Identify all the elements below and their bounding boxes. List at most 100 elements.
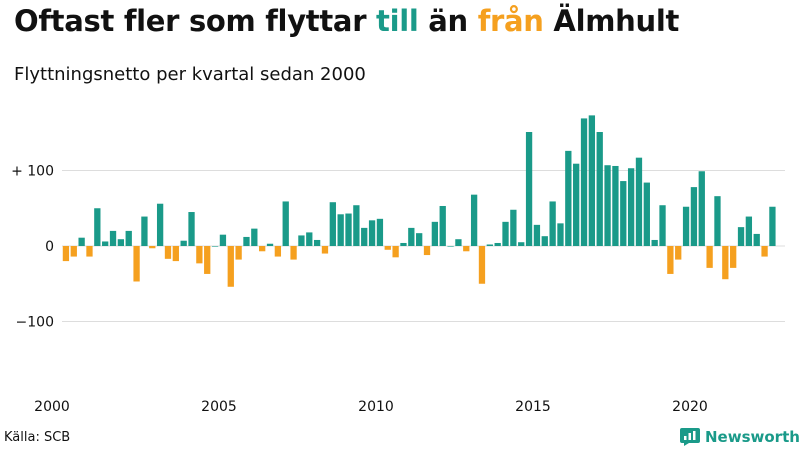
bar	[329, 202, 336, 246]
bar	[478, 246, 486, 284]
x-tick-label: 2005	[201, 399, 237, 415]
title-text-2: än	[418, 4, 478, 38]
bar	[94, 208, 101, 246]
bar	[337, 214, 344, 246]
bar	[235, 246, 242, 260]
chart-title: Oftast fler som flyttar till än från Älm…	[14, 4, 679, 38]
bar	[447, 246, 454, 247]
y-tick-label: + 100	[11, 164, 54, 180]
bar	[486, 244, 493, 246]
bar	[164, 246, 172, 259]
bar	[620, 181, 627, 246]
bar	[682, 206, 690, 246]
bar	[518, 242, 525, 246]
bar	[400, 242, 407, 246]
bar	[627, 168, 635, 246]
bar	[667, 246, 674, 274]
bar	[588, 115, 596, 246]
bar	[227, 246, 234, 287]
bar	[172, 246, 179, 262]
bar	[470, 194, 478, 246]
bar	[306, 232, 313, 246]
bar	[745, 216, 753, 246]
bar	[211, 246, 219, 247]
bar	[675, 246, 682, 260]
bar	[156, 203, 164, 246]
bar-chart: + 100 0 −100 2000 2005 2010 2015 2020	[11, 115, 785, 415]
bar	[416, 233, 423, 246]
bar	[423, 246, 431, 256]
bar	[494, 242, 501, 246]
bar	[266, 243, 274, 246]
bar	[580, 118, 588, 246]
bar	[431, 221, 439, 246]
bar	[78, 237, 85, 246]
bar	[353, 205, 360, 246]
bar	[730, 246, 737, 268]
bar	[313, 239, 321, 246]
bar	[298, 235, 305, 246]
title-text-1: Oftast fler som flyttar	[14, 4, 376, 38]
bar	[321, 246, 329, 254]
bar	[259, 246, 266, 252]
bar	[573, 163, 580, 246]
bar	[251, 228, 258, 246]
bar	[533, 224, 541, 246]
bar	[612, 165, 619, 246]
x-tick-label: 2020	[672, 399, 708, 415]
bar	[761, 246, 768, 257]
bar	[706, 246, 713, 268]
bar	[376, 218, 384, 246]
bar	[714, 196, 721, 246]
bar	[737, 227, 745, 247]
bar	[86, 246, 93, 257]
bar	[541, 236, 548, 246]
bar	[180, 240, 187, 246]
bar	[117, 239, 125, 246]
bar	[698, 171, 705, 246]
bar	[243, 236, 250, 246]
x-tick-label: 2010	[358, 399, 394, 415]
bar	[368, 220, 376, 246]
y-tick-label: −100	[16, 315, 54, 331]
source-label: Källa: SCB	[4, 430, 71, 445]
bar	[604, 165, 611, 246]
bar	[70, 246, 77, 257]
bar	[204, 246, 211, 274]
bar	[690, 187, 698, 246]
bar	[455, 239, 462, 246]
bar	[62, 246, 70, 262]
bar	[557, 223, 564, 246]
brand-name: Newsworthy	[705, 428, 800, 446]
bar	[659, 205, 666, 246]
x-tick-label: 2000	[34, 399, 70, 415]
bar	[133, 246, 140, 282]
bar	[109, 230, 117, 246]
title-till: till	[376, 4, 419, 38]
bar	[502, 221, 509, 246]
brand: Newsworthy	[680, 428, 800, 446]
bar	[643, 182, 650, 246]
bar	[510, 209, 517, 246]
title-text-3: Älmhult	[543, 4, 680, 38]
bar	[361, 227, 368, 246]
bar	[274, 246, 282, 257]
bar	[141, 216, 148, 246]
bar	[463, 246, 470, 252]
bar	[219, 234, 227, 246]
bar	[635, 157, 643, 246]
bar	[769, 206, 776, 246]
bar	[282, 201, 289, 246]
newsworthy-logo-icon	[680, 428, 700, 446]
bar	[196, 246, 203, 264]
bar	[149, 246, 156, 249]
bar	[345, 213, 352, 246]
bar	[392, 246, 399, 258]
bar	[408, 227, 415, 246]
bar	[125, 230, 132, 246]
y-tick-label: 0	[45, 239, 54, 255]
bar	[188, 212, 195, 246]
bar	[549, 201, 556, 246]
bar	[439, 205, 446, 246]
bar	[525, 132, 533, 246]
